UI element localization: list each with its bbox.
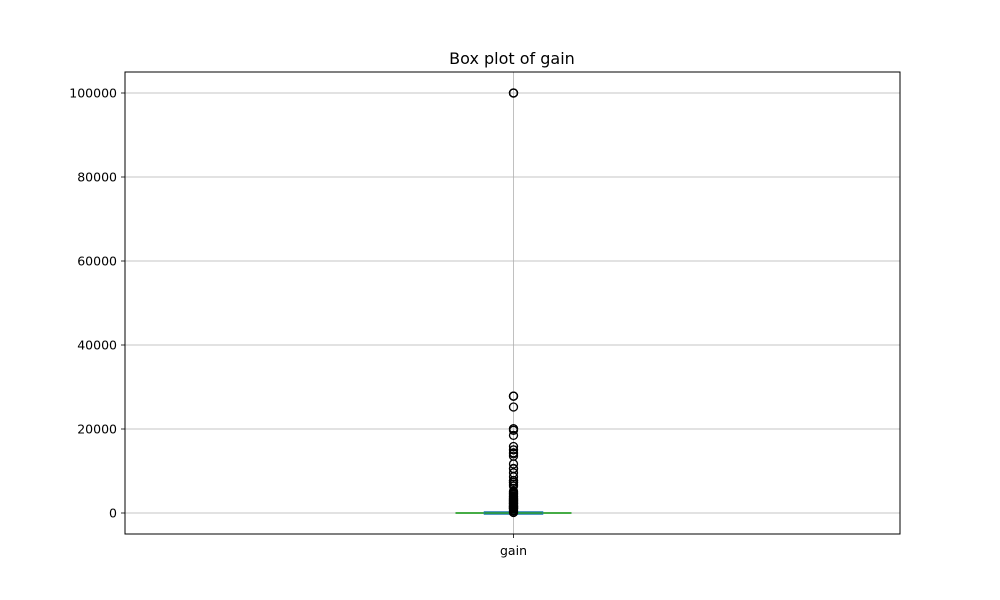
chart-title: Box plot of gain [449,49,575,68]
y-tick-label: 60000 [77,254,117,269]
y-tick-label: 20000 [77,422,117,437]
y-tick-label: 80000 [77,170,117,185]
x-tick-label: gain [500,543,527,558]
y-tick-label: 0 [109,506,117,521]
x-axis-ticks: gain [500,534,527,558]
y-tick-label: 40000 [77,338,117,353]
y-axis-ticks: 0 20000 40000 60000 80000 100000 [69,86,125,521]
y-tick-label: 100000 [69,86,117,101]
